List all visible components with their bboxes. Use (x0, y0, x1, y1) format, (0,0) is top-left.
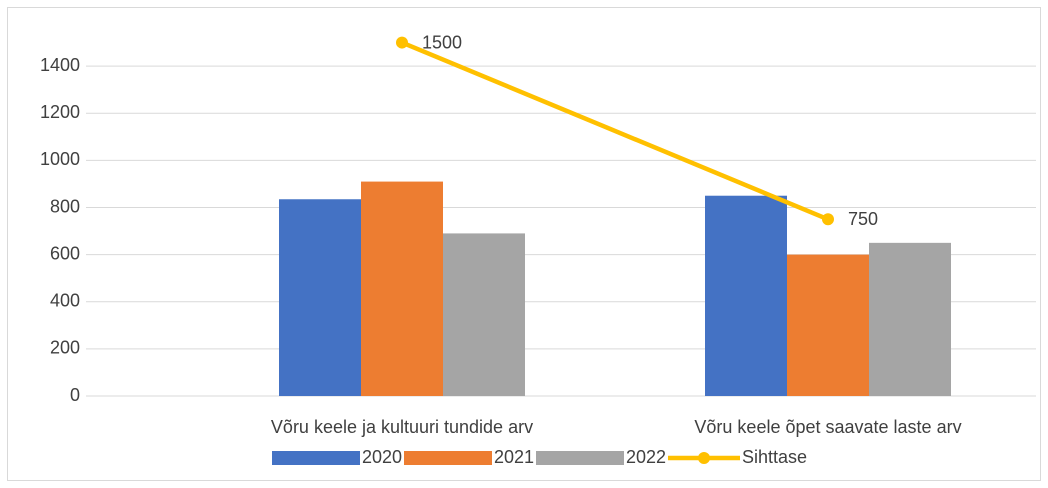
line-marker (396, 36, 408, 49)
y-tick-label: 1000 (40, 149, 80, 169)
bar (361, 181, 443, 396)
legend-swatch (698, 452, 710, 464)
data-label: 1500 (422, 32, 462, 52)
y-tick-label: 0 (70, 385, 80, 405)
legend-label: Sihttase (742, 447, 807, 467)
bar (787, 254, 869, 396)
legend-label: 2022 (626, 447, 666, 467)
y-tick-label: 200 (50, 338, 80, 358)
legend-swatch (272, 451, 360, 465)
data-label: 750 (848, 209, 878, 229)
legend-label: 2021 (494, 447, 534, 467)
legend-label: 2020 (362, 447, 402, 467)
y-tick-label: 400 (50, 291, 80, 311)
bar (443, 233, 525, 396)
line (401, 40, 829, 222)
line-marker (822, 213, 834, 226)
bar (279, 199, 361, 396)
bar (869, 242, 951, 396)
y-tick-label: 1200 (40, 102, 80, 122)
x-tick-label: Võru keele õpet saavate laste arv (694, 417, 961, 437)
legend-swatch (536, 451, 624, 465)
y-tick-label: 800 (50, 196, 80, 216)
x-tick-label: Võru keele ja kultuuri tundide arv (271, 417, 533, 437)
legend-swatch (404, 451, 492, 465)
y-tick-label: 600 (50, 243, 80, 263)
y-tick-label: 1400 (40, 55, 80, 75)
bar (705, 195, 787, 396)
